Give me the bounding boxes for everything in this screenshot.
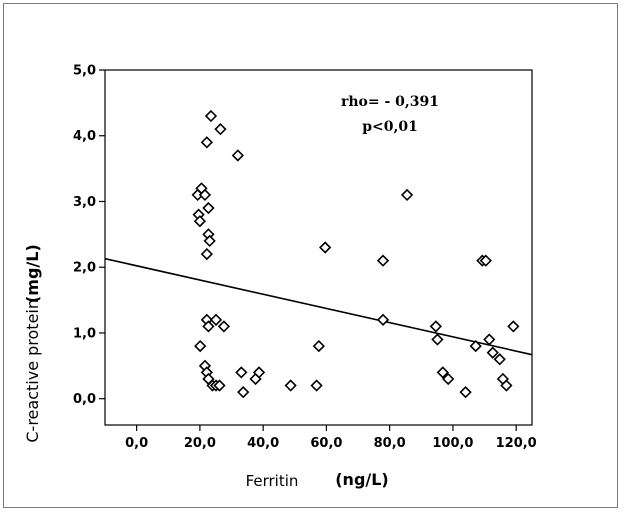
data-point bbox=[214, 123, 227, 136]
y-tick-label: 4,0 bbox=[73, 129, 96, 144]
x-tick-label: 60,0 bbox=[310, 436, 342, 451]
data-point bbox=[200, 136, 213, 149]
data-points bbox=[191, 109, 520, 399]
data-point bbox=[235, 366, 248, 379]
data-point bbox=[376, 254, 390, 267]
data-point bbox=[204, 109, 218, 123]
x-tick-label: 0,0 bbox=[125, 436, 148, 451]
data-point bbox=[479, 254, 492, 267]
data-point bbox=[310, 379, 323, 392]
x-tick-label: 20,0 bbox=[184, 436, 216, 451]
annotation-p-value: p<0,01 bbox=[362, 119, 418, 135]
data-point bbox=[493, 353, 506, 366]
data-point bbox=[459, 385, 472, 399]
data-point bbox=[400, 188, 414, 202]
data-point bbox=[200, 247, 213, 261]
data-point bbox=[431, 333, 444, 346]
data-point bbox=[217, 320, 231, 333]
data-point bbox=[436, 366, 449, 379]
axis-ticks: 0,0 1,0 2,0 3,0 4,0 5,0 0,0 20,0 40,0 60,0 80,0 100… bbox=[73, 64, 537, 452]
x-tick-label: 120,0 bbox=[496, 436, 537, 451]
data-point bbox=[193, 215, 207, 228]
x-tick-label: 80,0 bbox=[374, 436, 406, 451]
data-point bbox=[231, 149, 244, 162]
trend-line bbox=[104, 257, 533, 356]
x-axis-unit: (ng/L) bbox=[335, 470, 389, 489]
x-axis-title: Ferritin bbox=[246, 472, 299, 490]
y-axis-unit: (mg/L) bbox=[23, 244, 42, 303]
y-axis-title: C-reactive protein bbox=[23, 299, 42, 443]
data-point bbox=[429, 320, 442, 333]
data-point bbox=[237, 385, 250, 399]
data-point bbox=[203, 234, 216, 248]
y-tick-label: 3,0 bbox=[73, 195, 96, 210]
data-point bbox=[469, 339, 482, 353]
plot-area-border bbox=[104, 69, 533, 426]
data-point bbox=[319, 241, 332, 254]
data-point bbox=[209, 313, 223, 326]
data-point bbox=[442, 372, 455, 386]
data-point bbox=[198, 188, 212, 202]
data-point bbox=[202, 201, 215, 215]
data-point bbox=[312, 339, 325, 353]
data-point bbox=[483, 333, 496, 346]
annotation-rho: rho= - 0,391 bbox=[341, 94, 439, 110]
data-point bbox=[486, 346, 499, 359]
axes bbox=[104, 69, 533, 426]
data-point bbox=[376, 313, 390, 326]
y-tick-label: 5,0 bbox=[73, 64, 96, 79]
x-tick-label: 100,0 bbox=[432, 436, 473, 451]
y-tick-label: 2,0 bbox=[73, 261, 96, 276]
data-point bbox=[252, 366, 266, 379]
y-tick-label: 0,0 bbox=[73, 392, 96, 407]
trend-line-group bbox=[104, 257, 533, 356]
data-point bbox=[194, 339, 207, 353]
data-point bbox=[202, 320, 215, 333]
data-point bbox=[507, 320, 520, 333]
y-tick-label: 1,0 bbox=[73, 326, 96, 341]
data-point bbox=[284, 379, 297, 392]
data-point bbox=[213, 379, 226, 392]
x-tick-label: 40,0 bbox=[247, 436, 279, 451]
data-point bbox=[500, 379, 513, 392]
